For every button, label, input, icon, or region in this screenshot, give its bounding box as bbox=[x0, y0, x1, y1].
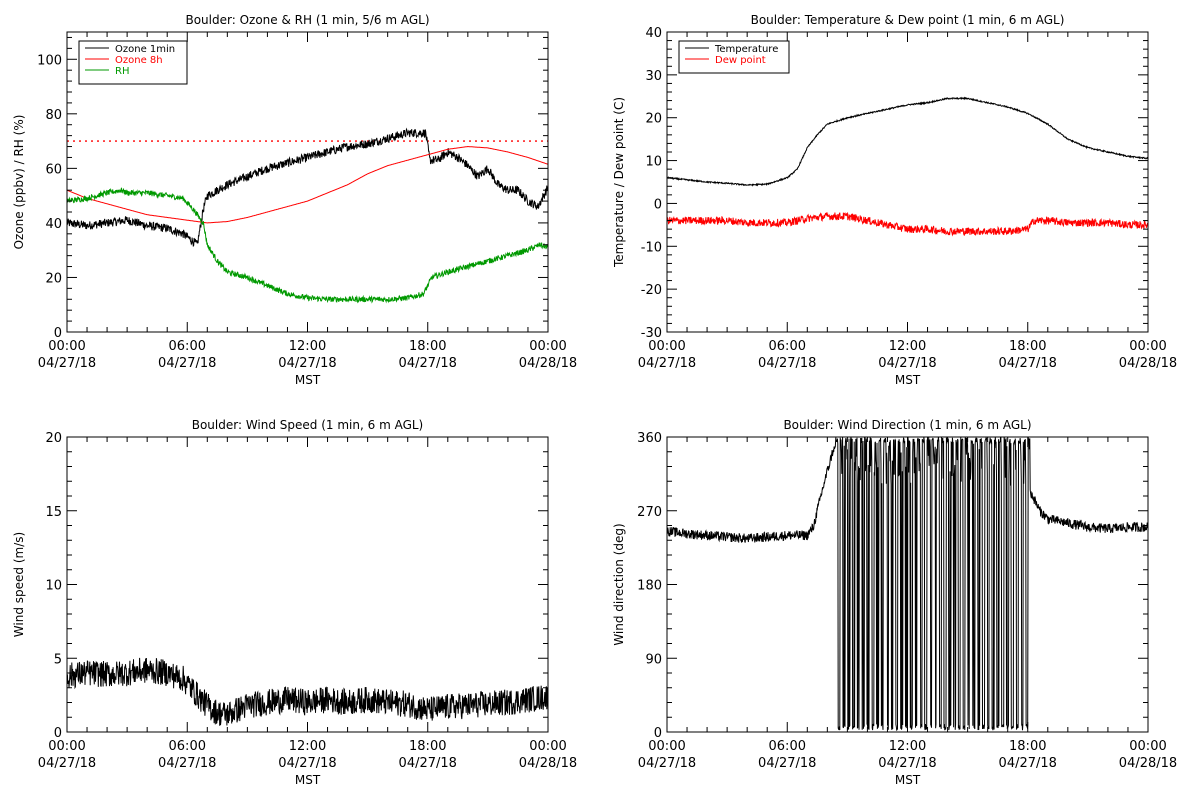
y-tick-label: 20 bbox=[45, 271, 62, 286]
x-tick-date: 04/27/18 bbox=[158, 756, 216, 771]
series-line bbox=[67, 187, 548, 304]
y-tick-label: 20 bbox=[645, 112, 662, 127]
x-tick-date: 04/27/18 bbox=[999, 756, 1057, 771]
plot-frame bbox=[666, 31, 1149, 333]
x-tick-date: 04/27/18 bbox=[638, 756, 696, 771]
x-tick-label: 12:00 bbox=[889, 739, 926, 754]
x-tick-label: 00:00 bbox=[1129, 339, 1166, 354]
x-tick-date: 04/27/18 bbox=[38, 756, 96, 771]
plot-frame bbox=[66, 436, 549, 733]
series-line bbox=[667, 96, 1148, 187]
y-axis-label: Ozone (ppbv) / RH (%) bbox=[12, 115, 26, 250]
x-axis-label: MST bbox=[295, 773, 321, 787]
y-tick-label: 90 bbox=[645, 652, 662, 667]
x-tick-date: 04/27/18 bbox=[38, 356, 96, 371]
x-tick-label: 18:00 bbox=[409, 339, 446, 354]
x-tick-date: 04/28/18 bbox=[1119, 356, 1177, 371]
x-tick-date: 04/27/18 bbox=[878, 356, 936, 371]
chart-title: Boulder: Wind Speed (1 min, 6 m AGL) bbox=[192, 418, 424, 432]
y-tick-label: 40 bbox=[645, 26, 662, 41]
x-tick-label: 18:00 bbox=[1009, 339, 1046, 354]
y-tick-label: 360 bbox=[637, 431, 662, 446]
y-axis-label: Wind speed (m/s) bbox=[12, 532, 26, 637]
y-tick-label: 180 bbox=[637, 579, 662, 594]
legend-label: RH bbox=[115, 66, 129, 77]
x-axis-label: MST bbox=[295, 373, 321, 387]
series-line bbox=[67, 657, 548, 726]
y-tick-label: 5 bbox=[54, 652, 62, 667]
x-tick-date: 04/27/18 bbox=[158, 356, 216, 371]
y-tick-label: 270 bbox=[637, 505, 662, 520]
chart-wind-direction: Boulder: Wind Direction (1 min, 6 m AGL)… bbox=[612, 418, 1177, 787]
x-axis-label: MST bbox=[895, 773, 921, 787]
x-tick-date: 04/27/18 bbox=[758, 756, 816, 771]
x-tick-label: 06:00 bbox=[769, 339, 806, 354]
series-line bbox=[667, 437, 1148, 732]
x-axis-label: MST bbox=[895, 373, 921, 387]
x-tick-label: 06:00 bbox=[169, 739, 206, 754]
x-tick-date: 04/27/18 bbox=[999, 356, 1057, 371]
series-line bbox=[67, 145, 548, 224]
y-tick-label: 10 bbox=[645, 155, 662, 170]
chart-title: Boulder: Wind Direction (1 min, 6 m AGL) bbox=[783, 418, 1031, 432]
x-tick-date: 04/27/18 bbox=[758, 356, 816, 371]
y-tick-label: 60 bbox=[45, 162, 62, 177]
legend-label: Temperature bbox=[714, 44, 778, 55]
x-tick-date: 04/27/18 bbox=[399, 356, 457, 371]
y-tick-label: 10 bbox=[45, 579, 62, 594]
x-tick-label: 18:00 bbox=[409, 739, 446, 754]
y-tick-label: 0 bbox=[654, 726, 662, 741]
y-tick-label: 15 bbox=[45, 505, 62, 520]
legend-label: Ozone 8h bbox=[115, 55, 163, 66]
y-tick-label: -10 bbox=[641, 240, 662, 255]
x-tick-date: 04/28/18 bbox=[519, 756, 577, 771]
series-line bbox=[67, 127, 548, 248]
x-tick-label: 12:00 bbox=[289, 739, 326, 754]
x-tick-label: 00:00 bbox=[648, 739, 685, 754]
x-tick-label: 00:00 bbox=[529, 739, 566, 754]
x-tick-label: 18:00 bbox=[1009, 739, 1046, 754]
y-axis-label: Temperature / Dew point (C) bbox=[612, 97, 626, 268]
x-tick-label: 06:00 bbox=[769, 739, 806, 754]
y-tick-label: 0 bbox=[54, 326, 62, 341]
chart-title: Boulder: Ozone & RH (1 min, 5/6 m AGL) bbox=[185, 13, 429, 27]
y-tick-label: 100 bbox=[37, 53, 62, 68]
y-tick-label: 0 bbox=[54, 726, 62, 741]
x-tick-label: 00:00 bbox=[529, 339, 566, 354]
x-tick-label: 00:00 bbox=[1129, 739, 1166, 754]
legend-label: Ozone 1min bbox=[115, 44, 175, 55]
y-axis-label: Wind direction (deg) bbox=[612, 523, 626, 645]
x-tick-date: 04/27/18 bbox=[278, 356, 336, 371]
y-tick-label: 30 bbox=[645, 69, 662, 84]
x-tick-date: 04/27/18 bbox=[638, 356, 696, 371]
x-tick-date: 04/27/18 bbox=[399, 756, 457, 771]
y-tick-label: 0 bbox=[654, 197, 662, 212]
legend-box bbox=[678, 40, 790, 74]
x-tick-date: 04/28/18 bbox=[1119, 756, 1177, 771]
legend-label: Dew point bbox=[715, 55, 766, 66]
y-tick-label: 20 bbox=[45, 431, 62, 446]
x-tick-label: 00:00 bbox=[48, 339, 85, 354]
x-tick-date: 04/27/18 bbox=[878, 756, 936, 771]
chart-wind-speed: Boulder: Wind Speed (1 min, 6 m AGL) Win… bbox=[12, 418, 577, 787]
x-tick-label: 12:00 bbox=[889, 339, 926, 354]
x-tick-date: 04/27/18 bbox=[278, 756, 336, 771]
y-tick-label: -20 bbox=[641, 283, 662, 298]
y-tick-label: 40 bbox=[45, 217, 62, 232]
x-tick-label: 00:00 bbox=[648, 339, 685, 354]
x-tick-label: 12:00 bbox=[289, 339, 326, 354]
y-tick-label: -30 bbox=[641, 326, 662, 341]
x-tick-label: 06:00 bbox=[169, 339, 206, 354]
x-tick-date: 04/28/18 bbox=[519, 356, 577, 371]
chart-ozone-rh: Boulder: Ozone & RH (1 min, 5/6 m AGL) O… bbox=[12, 13, 577, 387]
chart-temperature-dewpoint: Boulder: Temperature & Dew point (1 min,… bbox=[612, 13, 1177, 387]
chart-title: Boulder: Temperature & Dew point (1 min,… bbox=[751, 13, 1065, 27]
y-tick-label: 80 bbox=[45, 108, 62, 123]
x-tick-label: 00:00 bbox=[48, 739, 85, 754]
series-line bbox=[667, 211, 1148, 237]
